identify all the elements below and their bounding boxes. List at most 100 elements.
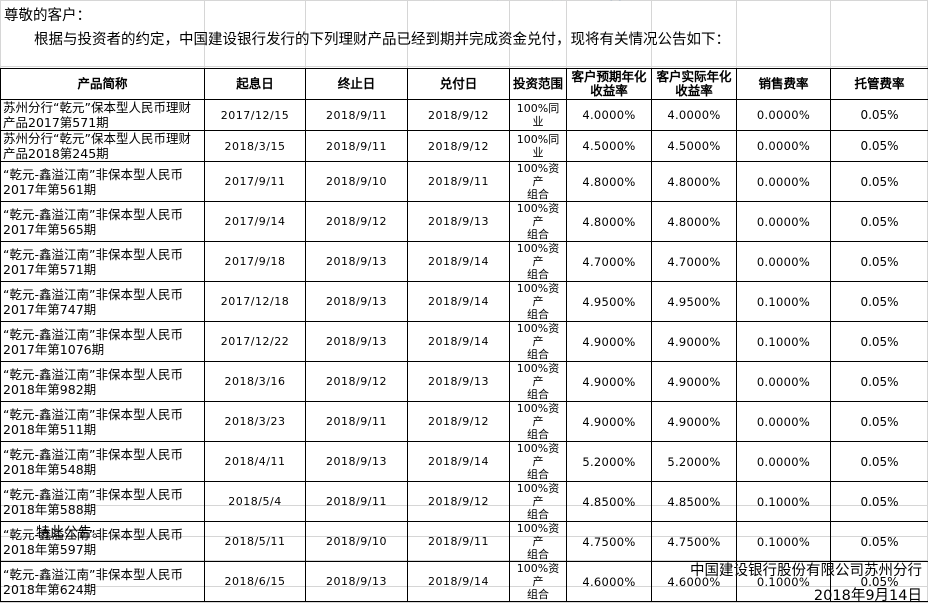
cell-start-date: 2017/12/18 [205, 282, 306, 322]
cell-sales-fee: 0.0000% [737, 402, 831, 442]
cell-expected-yield: 4.9000% [567, 402, 652, 442]
cell-end-date: 2018/9/13 [306, 442, 408, 482]
cell-product: 苏州分行“乾元”保本型人民币理财产品2018第245期 [1, 131, 205, 162]
cell-expected-yield: 4.9500% [567, 282, 652, 322]
cell-investment-scope: 100%资产组合 [510, 282, 567, 322]
cell-custody-fee: 0.05% [831, 202, 928, 242]
cell-sales-fee: 0.1000% [737, 322, 831, 362]
cell-custody-fee: 0.05% [831, 100, 928, 131]
cell-sales-fee: 0.0000% [737, 242, 831, 282]
cell-payment-date: 2018/9/13 [408, 362, 510, 402]
table-header: 产品简称 起息日 终止日 兑付日 投资范围 客户预期年化收益率 客户实际年化收益… [1, 69, 928, 100]
cell-payment-date: 2018/9/14 [408, 442, 510, 482]
cell-end-date: 2018/9/13 [306, 282, 408, 322]
cell-product: “乾元-鑫溢江南”非保本型人民币2018年第511期 [1, 402, 205, 442]
cell-investment-scope: 100%资产组合 [510, 162, 567, 202]
cell-expected-yield: 4.8000% [567, 202, 652, 242]
cell-payment-date: 2018/9/12 [408, 100, 510, 131]
cell-sales-fee: 0.0000% [737, 202, 831, 242]
cell-end-date: 2018/9/12 [306, 202, 408, 242]
cell-custody-fee: 0.05% [831, 322, 928, 362]
cell-payment-date: 2018/9/14 [408, 322, 510, 362]
cell-end-date: 2018/9/13 [306, 242, 408, 282]
cell-investment-scope: 100%资产组合 [510, 322, 567, 362]
header-row: 产品简称 起息日 终止日 兑付日 投资范围 客户预期年化收益率 客户实际年化收益… [1, 69, 928, 100]
cell-sales-fee: 0.1000% [737, 282, 831, 322]
cell-expected-yield: 4.8000% [567, 162, 652, 202]
salutation-line: 尊敬的客户： [4, 6, 924, 26]
cell-end-date: 2018/9/11 [306, 131, 408, 162]
cell-actual-yield: 4.8000% [652, 162, 737, 202]
cell-product: “乾元-鑫溢江南”非保本型人民币2017年第1076期 [1, 322, 205, 362]
column-header-investment-scope: 投资范围 [510, 69, 567, 100]
cell-custody-fee: 0.05% [831, 162, 928, 202]
column-header-end-date: 终止日 [306, 69, 408, 100]
intro-paragraph: 根据与投资者的约定，中国建设银行发行的下列理财产品已经到期并完成资金兑付，现将有… [4, 30, 924, 50]
cell-custody-fee: 0.05% [831, 442, 928, 482]
cell-start-date: 2017/9/11 [205, 162, 306, 202]
column-header-sales-fee: 销售费率 [737, 69, 831, 100]
column-header-product: 产品简称 [1, 69, 205, 100]
cell-payment-date: 2018/9/12 [408, 131, 510, 162]
cell-start-date: 2018/4/11 [205, 442, 306, 482]
cell-actual-yield: 4.7000% [652, 242, 737, 282]
closing-notice: 特此公告。 [36, 522, 106, 542]
cell-investment-scope: 100%资产组合 [510, 202, 567, 242]
cell-product: “乾元-鑫溢江南”非保本型人民币2018年第982期 [1, 362, 205, 402]
cell-payment-date: 2018/9/11 [408, 162, 510, 202]
cell-product: “乾元-鑫溢江南”非保本型人民币2017年第561期 [1, 162, 205, 202]
cell-end-date: 2018/9/12 [306, 362, 408, 402]
cell-expected-yield: 4.7000% [567, 242, 652, 282]
cell-custody-fee: 0.05% [831, 242, 928, 282]
cell-actual-yield: 4.9000% [652, 362, 737, 402]
cell-investment-scope: 100%资产组合 [510, 242, 567, 282]
cell-actual-yield: 4.0000% [652, 100, 737, 131]
cell-expected-yield: 4.9000% [567, 362, 652, 402]
column-header-expected-yield: 客户预期年化收益率 [567, 69, 652, 100]
column-header-start-date: 起息日 [205, 69, 306, 100]
cell-start-date: 2018/3/15 [205, 131, 306, 162]
cell-start-date: 2017/12/22 [205, 322, 306, 362]
cell-sales-fee: 0.0000% [737, 100, 831, 131]
cell-actual-yield: 4.9500% [652, 282, 737, 322]
cell-product: “乾元-鑫溢江南”非保本型人民币2018年第548期 [1, 442, 205, 482]
cell-expected-yield: 5.2000% [567, 442, 652, 482]
cell-product: “乾元-鑫溢江南”非保本型人民币2017年第747期 [1, 282, 205, 322]
cell-custody-fee: 0.05% [831, 282, 928, 322]
document-title: 中国建设银行苏州分行理财产品到期兑付公告 [0, 0, 928, 2]
cell-start-date: 2017/9/14 [205, 202, 306, 242]
column-header-actual-yield: 客户实际年化收益率 [652, 69, 737, 100]
cell-start-date: 2018/3/16 [205, 362, 306, 402]
cell-custody-fee: 0.05% [831, 131, 928, 162]
cell-start-date: 2018/3/23 [205, 402, 306, 442]
cell-payment-date: 2018/9/13 [408, 202, 510, 242]
issue-date: 2018年9月14日 [814, 584, 922, 605]
document-title-clip: 中国建设银行苏州分行理财产品到期兑付公告 [0, 0, 928, 2]
cell-end-date: 2018/9/11 [306, 100, 408, 131]
cell-sales-fee: 0.0000% [737, 131, 831, 162]
footer-block: 特此公告。 中国建设银行股份有限公司苏州分行 2018年9月14日 [0, 505, 928, 603]
cell-payment-date: 2018/9/14 [408, 282, 510, 322]
cell-actual-yield: 4.9000% [652, 322, 737, 362]
cell-expected-yield: 4.0000% [567, 100, 652, 131]
cell-custody-fee: 0.05% [831, 402, 928, 442]
cell-end-date: 2018/9/13 [306, 322, 408, 362]
cell-start-date: 2017/9/18 [205, 242, 306, 282]
cell-actual-yield: 5.2000% [652, 442, 737, 482]
cell-sales-fee: 0.0000% [737, 442, 831, 482]
cell-product: 苏州分行“乾元”保本型人民币理财产品2017第571期 [1, 100, 205, 131]
salutation-block: 尊敬的客户： 根据与投资者的约定，中国建设银行发行的下列理财产品已经到期并完成资… [4, 6, 924, 50]
cell-investment-scope: 100%同业 [510, 100, 567, 131]
cell-payment-date: 2018/9/14 [408, 242, 510, 282]
cell-start-date: 2017/12/15 [205, 100, 306, 131]
cell-product: “乾元-鑫溢江南”非保本型人民币2017年第571期 [1, 242, 205, 282]
cell-investment-scope: 100%资产组合 [510, 362, 567, 402]
